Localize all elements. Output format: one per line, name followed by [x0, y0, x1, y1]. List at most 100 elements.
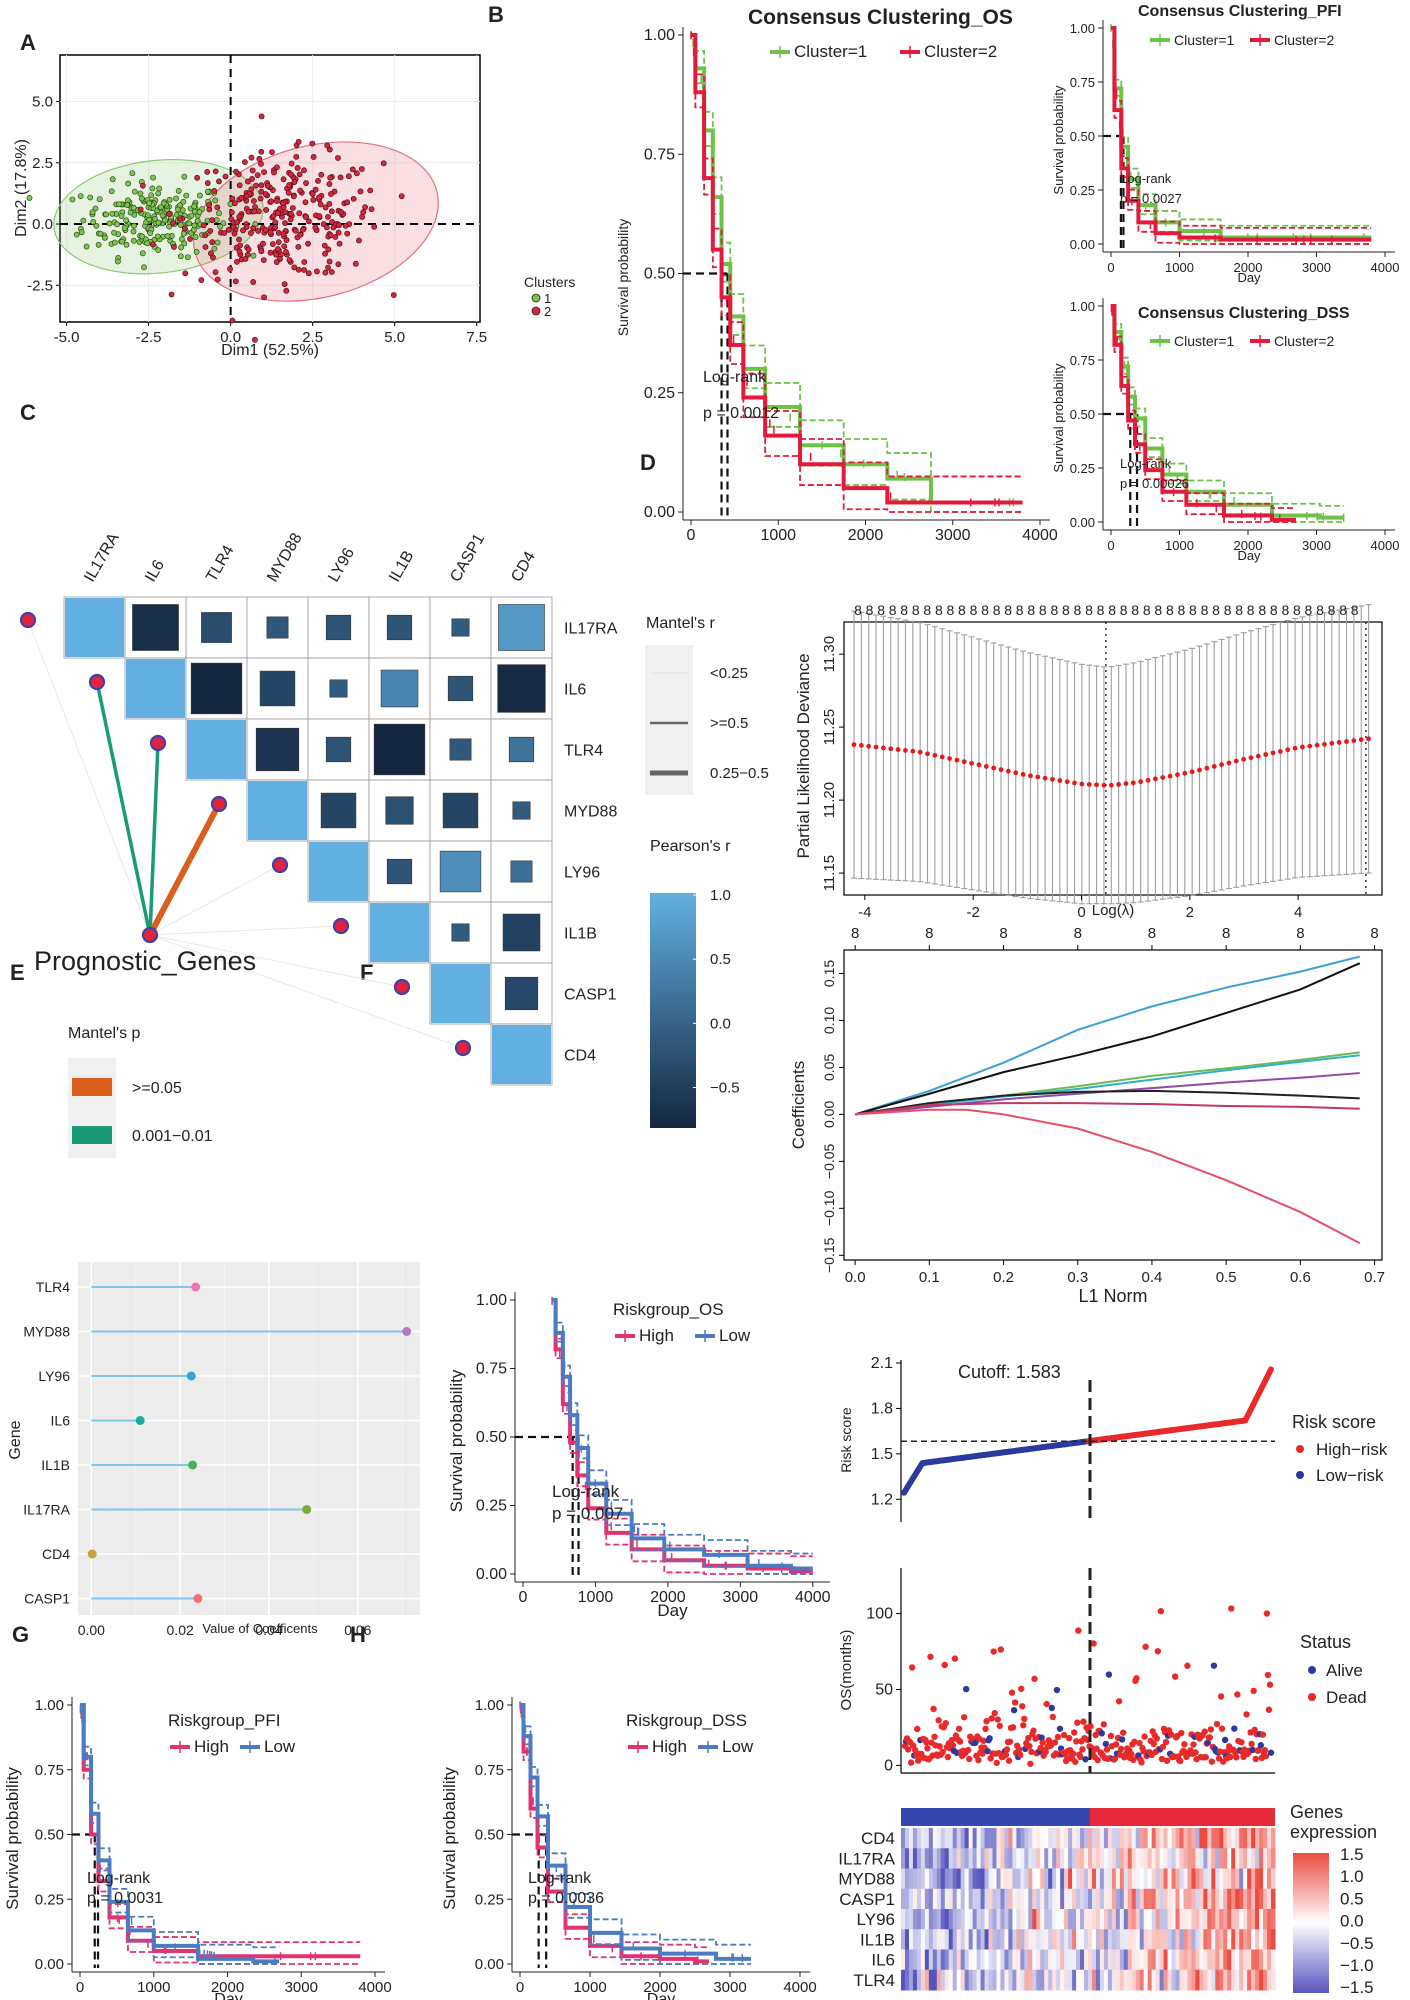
expression-cell: [924, 1909, 930, 1930]
point-cluster-2: [269, 149, 275, 156]
column-label: IL6: [142, 557, 168, 585]
expression-cell: [1191, 1949, 1196, 1971]
expression-cell: [1103, 1929, 1109, 1950]
point-cluster-2: [342, 222, 349, 229]
expression-cell: [1008, 1909, 1013, 1930]
point-cluster-2: [262, 191, 269, 197]
deviance-point: [851, 742, 857, 748]
expression-cell: [1271, 1828, 1276, 1849]
expression-cell: [1135, 1868, 1141, 1890]
expression-cell: [1052, 1909, 1057, 1930]
row-label: IL1B: [564, 926, 597, 943]
legend-item: High: [639, 1326, 674, 1345]
expression-cell: [1012, 1848, 1017, 1869]
dead-point: [994, 1716, 1001, 1723]
expression-cell: [964, 1888, 970, 1910]
expression-cell: [1203, 1828, 1208, 1849]
expression-cell: [1052, 1929, 1057, 1950]
point-cluster-2: [231, 230, 238, 237]
point-cluster-2: [303, 180, 309, 186]
expression-cell: [936, 1969, 942, 1991]
dead-point: [987, 1755, 994, 1762]
point-cluster-1: [109, 176, 116, 183]
point-cluster-2: [283, 287, 290, 294]
point-cluster-1: [147, 230, 154, 236]
alive-point: [1053, 1686, 1061, 1694]
gene-node: [271, 856, 289, 874]
point-cluster-1: [150, 174, 156, 181]
point-cluster-1: [123, 217, 130, 224]
expression-cell: [1020, 1848, 1025, 1869]
point-cluster-2: [258, 182, 265, 189]
x-axis-label: Day: [1237, 270, 1261, 285]
legend-item: 1: [544, 291, 551, 306]
dead-point: [1233, 1754, 1240, 1761]
y-tick-label: 0.15: [821, 960, 837, 987]
expression-cell: [1175, 1929, 1181, 1950]
correlation-square: [325, 614, 352, 641]
expression-cell: [1103, 1888, 1109, 1910]
expression-cell: [1267, 1949, 1272, 1971]
dead-point: [1073, 1738, 1080, 1745]
expression-cell: [1119, 1969, 1125, 1991]
dead-point: [1008, 1689, 1016, 1696]
expression-cell: [924, 1929, 930, 1950]
logrank-label: Log-rank: [528, 1870, 592, 1887]
x-tick-label: 0.02: [167, 1622, 194, 1638]
p-value: p = 0.0031: [87, 1890, 163, 1907]
expression-cell: [1000, 1909, 1005, 1930]
expression-cell: [1183, 1909, 1188, 1930]
deviance-point: [1057, 778, 1063, 783]
expression-cell: [908, 1868, 914, 1890]
x-tick-label: 0.06: [344, 1622, 371, 1638]
dead-point: [941, 1661, 948, 1669]
expression-cell: [924, 1848, 930, 1869]
expression-cell: [1095, 1949, 1101, 1971]
expression-cell: [964, 1868, 970, 1890]
expression-cell: [1259, 1848, 1264, 1869]
point-cluster-1: [175, 188, 182, 194]
expression-cell: [1155, 1949, 1161, 1971]
expression-cell: [1271, 1888, 1276, 1910]
point-cluster-2: [232, 278, 239, 285]
alive-point: [1048, 1704, 1056, 1712]
deviance-point: [881, 745, 886, 751]
expression-cell: [940, 1949, 946, 1971]
coefficient-path: [854, 962, 1361, 1116]
point-cluster-2: [245, 246, 252, 253]
point-cluster-2: [251, 208, 258, 215]
deviance-point: [1226, 760, 1232, 766]
expression-cell: [1163, 1848, 1169, 1869]
expression-cell: [1080, 1929, 1085, 1950]
dead-point: [1158, 1755, 1166, 1763]
expression-cell: [1020, 1969, 1025, 1991]
point-cluster-2: [258, 161, 264, 167]
point-cluster-2: [332, 234, 339, 240]
expression-cell: [988, 1888, 994, 1910]
expression-cell: [904, 1949, 910, 1971]
top-axis-label: 8: [1120, 602, 1128, 618]
point-cluster-2: [198, 277, 205, 283]
top-axis-label: 8: [1247, 602, 1255, 618]
expression-cell: [948, 1888, 954, 1910]
expression-cell: [1215, 1868, 1220, 1890]
expression-cell: [1095, 1828, 1101, 1849]
point-cluster-1: [175, 206, 181, 213]
expression-cell: [1147, 1848, 1153, 1869]
dead-point: [1265, 1706, 1273, 1713]
point-cluster-2: [302, 199, 309, 206]
x-tick-label: 3000: [713, 1979, 746, 1996]
expression-cell: [916, 1949, 922, 1971]
top-axis-label: 8: [1258, 602, 1266, 618]
alive-point: [1221, 1736, 1229, 1744]
dead-point: [1043, 1700, 1050, 1708]
expression-cell: [916, 1868, 922, 1890]
chart-title: Consensus Clustering_DSS: [1138, 305, 1350, 322]
p-value: p = 0.00026: [1120, 476, 1189, 491]
expression-cell: [1020, 1828, 1025, 1849]
expression-cell: [988, 1949, 994, 1971]
deviance-point: [888, 746, 894, 752]
dead-point: [1162, 1738, 1170, 1746]
point-cluster-2: [310, 197, 317, 203]
expression-cell: [1052, 1949, 1057, 1971]
